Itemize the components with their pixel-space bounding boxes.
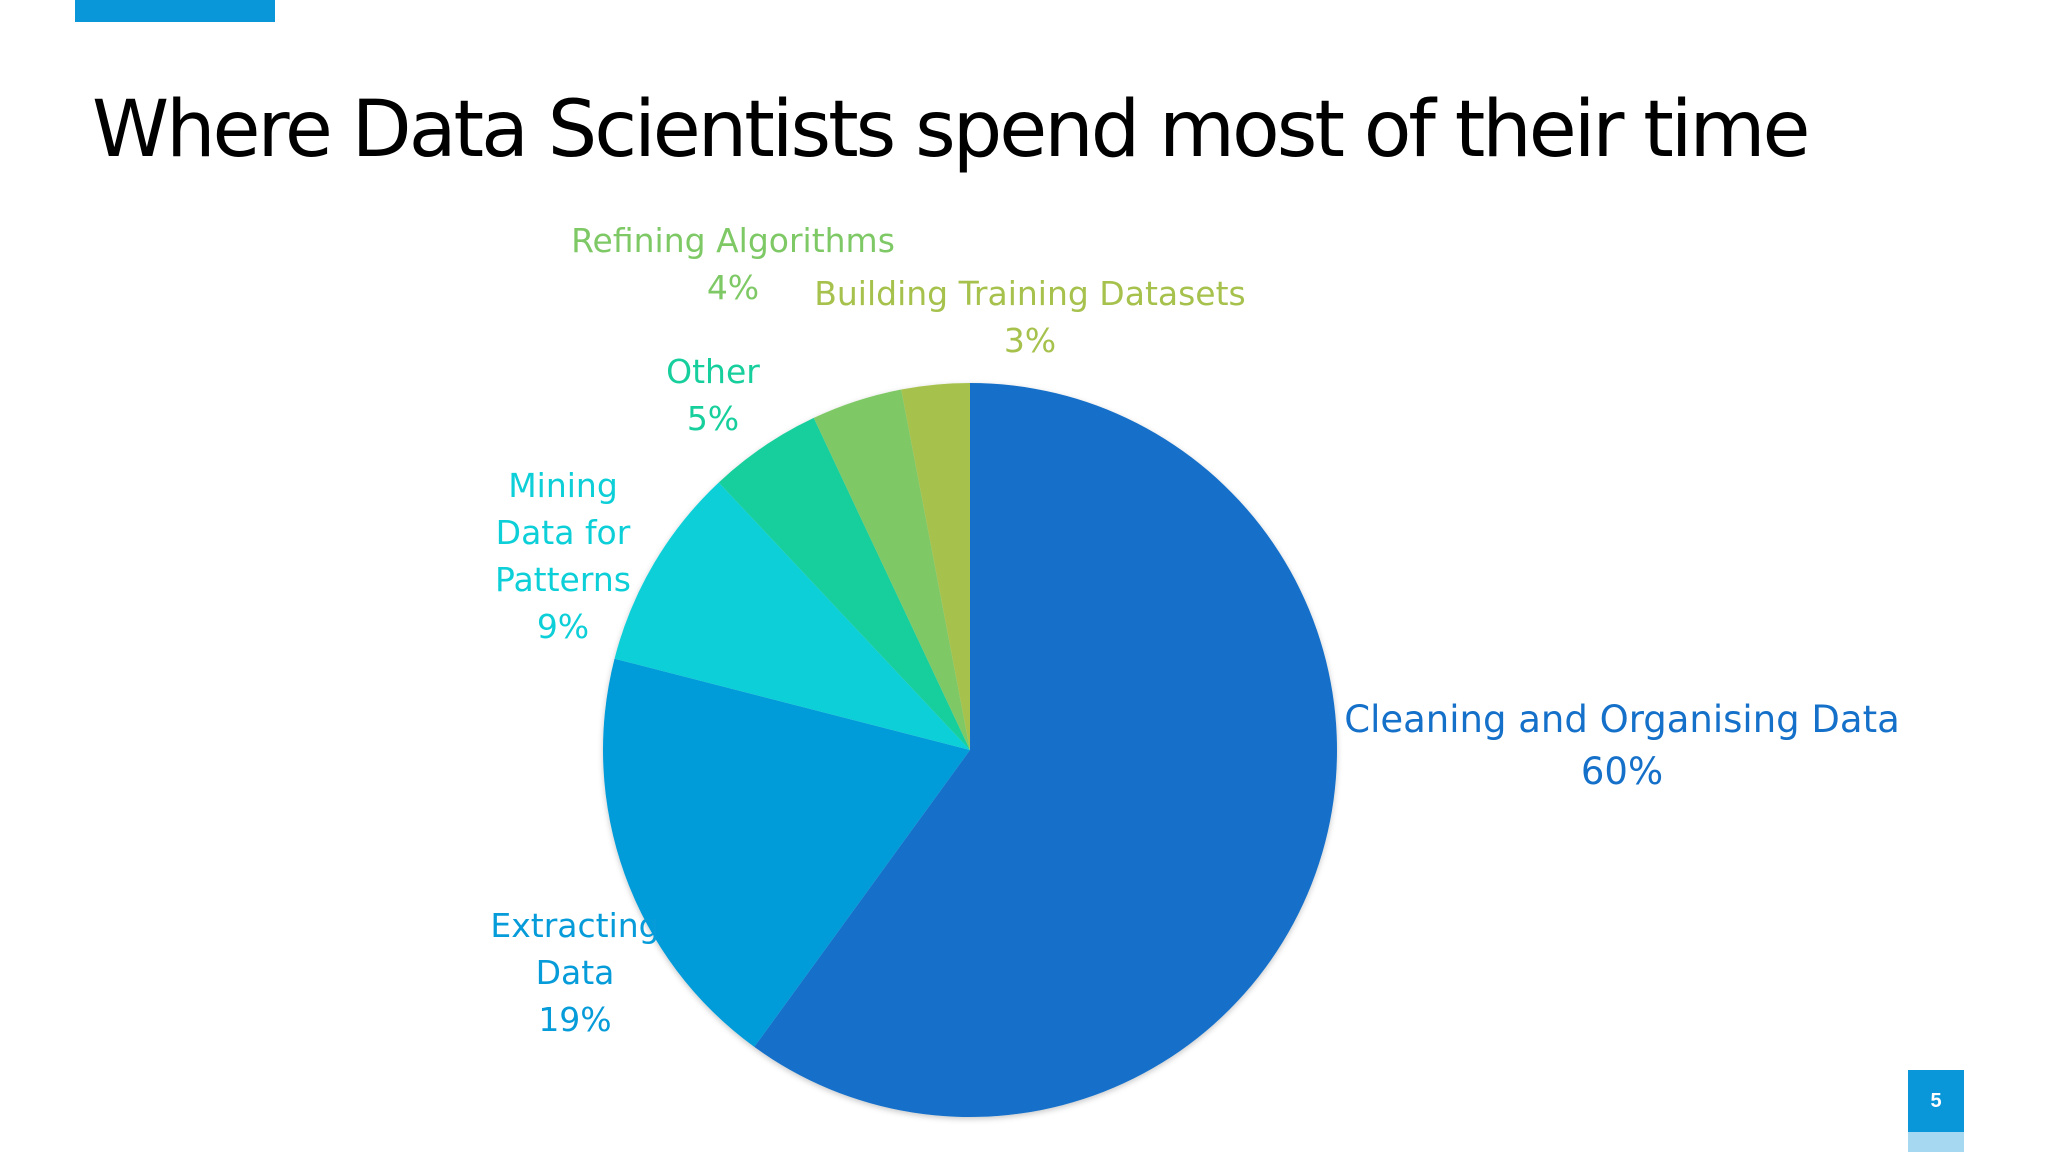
page-number: 5: [1908, 1070, 1964, 1132]
data-label-name: Refining Algorithms: [571, 221, 895, 260]
data-label-other: Other 5%: [666, 352, 760, 438]
data-label-building-training-datasets: Building Training Datasets 3%: [814, 274, 1245, 360]
data-label-value: 19%: [538, 1000, 611, 1039]
data-label-name: Cleaning and Organising Data: [1344, 698, 1900, 741]
pie-slice-cleaning-and-organising-data: [754, 383, 1337, 1118]
pie-slice-other: [718, 417, 970, 750]
data-label-value: 4%: [707, 268, 759, 307]
pie-slices: [602, 383, 1337, 1118]
data-label-mining-data-for-patterns: Mining Data for Patterns 9%: [495, 466, 631, 646]
pie-slice-refining-algorithms: [813, 389, 970, 750]
data-label-name: Patterns: [495, 560, 631, 599]
pie-slice-mining-data-for-patterns: [614, 482, 970, 750]
page-number-strip: [1908, 1132, 1964, 1152]
data-label-name: Mining: [508, 466, 618, 505]
data-label-refining-algorithms: Refining Algorithms 4%: [571, 221, 895, 307]
data-label-name: Data: [536, 953, 615, 992]
pie-slice-extracting-data: [602, 658, 970, 1047]
data-label-cleaning-and-organising-data: Cleaning and Organising Data 60%: [1344, 698, 1900, 793]
data-label-value: 60%: [1581, 750, 1663, 793]
data-label-value: 3%: [1004, 321, 1056, 360]
pie-labels: Cleaning and Organising Data 60% Extractin…: [490, 221, 1899, 1039]
pie-slice-building-training-datasets: [901, 383, 970, 750]
accent-bar: [75, 0, 275, 22]
data-label-name: Building Training Datasets: [814, 274, 1245, 313]
data-label-name: Extracting: [490, 906, 659, 945]
data-label-name: Data for: [496, 513, 631, 552]
data-label-value: 9%: [537, 607, 589, 646]
data-label-value: 5%: [687, 399, 739, 438]
slide-title: Where Data Scientists spend most of thei…: [92, 85, 1810, 175]
data-label-extracting-data: Extracting Data 19%: [490, 906, 659, 1039]
data-label-name: Other: [666, 352, 760, 391]
